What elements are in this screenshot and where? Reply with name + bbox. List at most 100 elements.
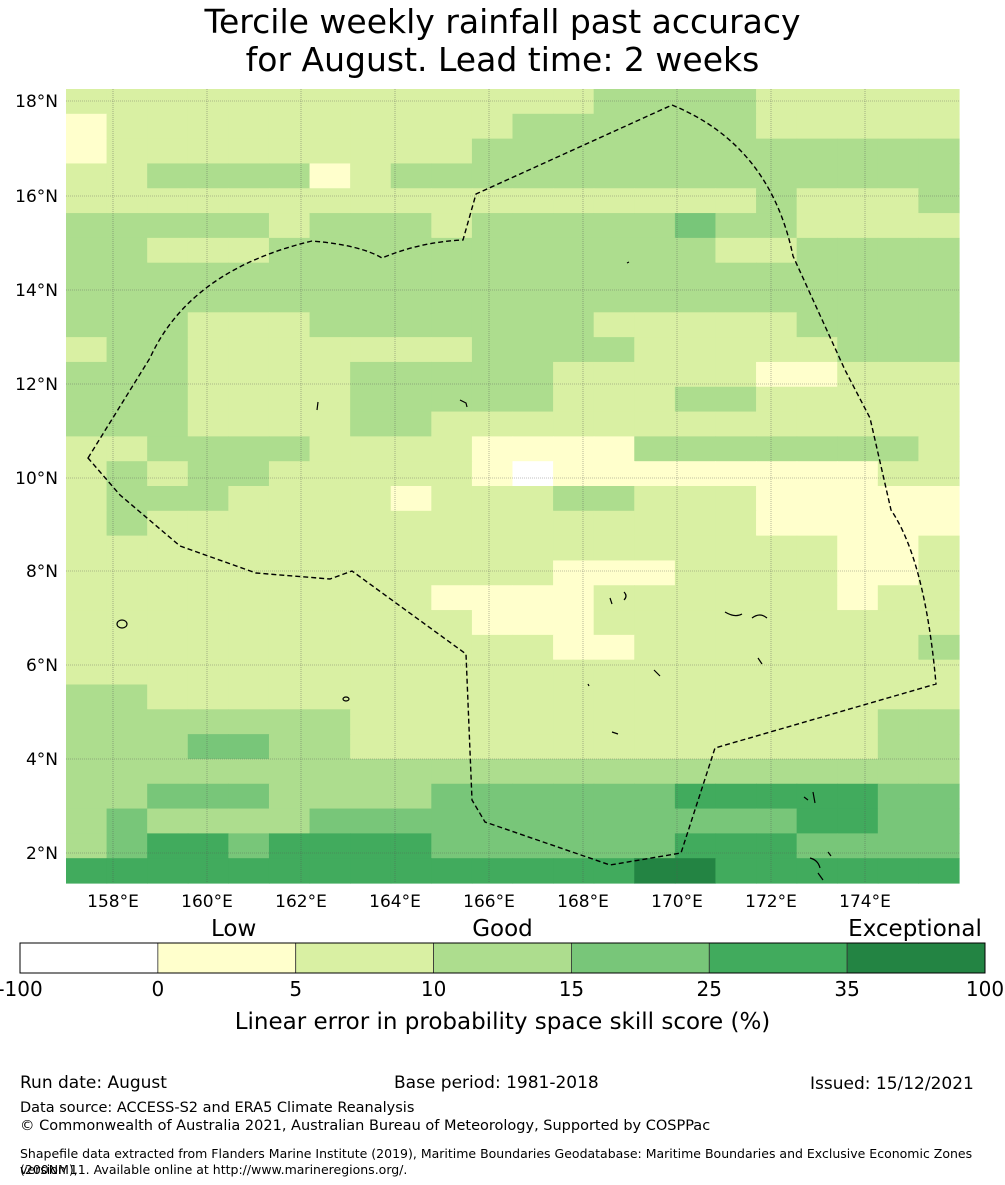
grid-cell [350, 486, 392, 512]
lat-tick-label: 14°N [15, 281, 58, 301]
grid-cell [268, 436, 311, 462]
grid-cell [837, 262, 879, 289]
grid-cell [593, 163, 635, 189]
grid-cell [512, 337, 554, 363]
grid-cell [715, 486, 757, 512]
grid-cell [918, 361, 960, 388]
grid-cell [187, 287, 229, 313]
grid-cell [837, 684, 879, 710]
grid-cell [228, 386, 270, 413]
grid-cell [877, 411, 920, 437]
grid-cell [350, 758, 392, 785]
grid-cell [228, 262, 270, 289]
grid-cell [512, 783, 554, 810]
grid-cell [390, 163, 432, 189]
grid-cell [471, 585, 514, 611]
colorbar-category-label: Good [472, 916, 533, 942]
grid-cell [877, 287, 920, 313]
grid-cell [390, 858, 432, 884]
grid-cell [350, 386, 392, 413]
grid-cell [471, 213, 514, 239]
grid-cell [553, 758, 595, 785]
grid-cell [187, 113, 229, 140]
grid-cell [634, 783, 676, 810]
grid-cell [877, 188, 920, 214]
grid-cell [187, 213, 229, 239]
grid-cell [837, 213, 879, 239]
grid-cell [471, 833, 514, 859]
grid-cell [796, 610, 838, 636]
grid-cell [66, 560, 108, 586]
grid-cell [66, 262, 108, 289]
grid-cell [512, 386, 554, 413]
grid-cell [350, 610, 392, 636]
grid-cell [634, 113, 676, 140]
grid-cell [756, 858, 798, 884]
colorbar-legend: -100 0 5 10 15 25 35 100 Low Good Exceptional Linea… [0, 916, 1004, 1035]
grid-cell [593, 560, 635, 586]
grid-cell [837, 337, 879, 363]
lat-tick-label: 10°N [15, 469, 58, 489]
grid-cell [593, 188, 635, 214]
grid-cell [877, 163, 920, 189]
grid-cell [268, 659, 311, 686]
base-period: Base period: 1981-2018 [394, 1073, 599, 1093]
grid-cell [796, 163, 838, 189]
grid-cell [66, 89, 108, 115]
grid-cell [918, 138, 960, 165]
grid-cell [268, 758, 311, 785]
grid-cell [187, 510, 229, 537]
grid-cell [431, 486, 473, 512]
grid-cell [147, 411, 189, 437]
grid-cell [390, 510, 432, 537]
grid-cell [187, 560, 229, 586]
grid-cell [553, 436, 595, 462]
grid-cell [147, 138, 189, 165]
grid-cell [634, 758, 676, 785]
grid-cell [187, 783, 229, 810]
grid-cell [66, 684, 108, 710]
grid-cell [715, 163, 757, 189]
lat-tick-label: 16°N [15, 187, 58, 207]
grid-cell [268, 833, 311, 859]
grid-cell [756, 758, 798, 785]
run-date: Run date: August [20, 1073, 167, 1093]
grid-cell [918, 89, 960, 115]
grid-cell [147, 560, 189, 586]
grid-cell [147, 585, 189, 611]
grid-cell [471, 659, 514, 686]
grid-cell [106, 535, 148, 562]
grid-cell [66, 758, 108, 785]
grid-cell [553, 287, 595, 313]
lon-tick-label: 174°E [839, 892, 891, 912]
grid-cell [512, 510, 554, 537]
grid-cell [634, 262, 676, 289]
grid-cell [431, 510, 473, 537]
grid-cell [674, 361, 717, 388]
grid-cell [309, 783, 351, 810]
grid-cell [106, 287, 148, 313]
lon-tick-label: 170°E [651, 892, 703, 912]
grid-cell [634, 461, 676, 487]
grid-cell [228, 436, 270, 462]
grid-cell [674, 237, 717, 264]
grid-cell [553, 461, 595, 487]
grid-cell [877, 486, 920, 512]
grid-cell [228, 833, 270, 859]
grid-cell [553, 188, 595, 214]
grid-cell [553, 337, 595, 363]
grid-cell [756, 287, 798, 313]
grid-cell [837, 858, 879, 884]
grid-cell [634, 138, 676, 165]
grid-cell [268, 808, 311, 834]
grid-cell [268, 560, 311, 586]
grid-cell [268, 113, 311, 140]
shapefile-credit-line1: Shapefile data extracted from Flanders M… [20, 1146, 973, 1177]
grid-cell [187, 188, 229, 214]
grid-cell [309, 808, 351, 834]
grid-cell [837, 287, 879, 313]
grid-cell [837, 585, 879, 611]
grid-cell [431, 783, 473, 810]
grid-cell [512, 858, 554, 884]
grid-cell [674, 659, 717, 686]
